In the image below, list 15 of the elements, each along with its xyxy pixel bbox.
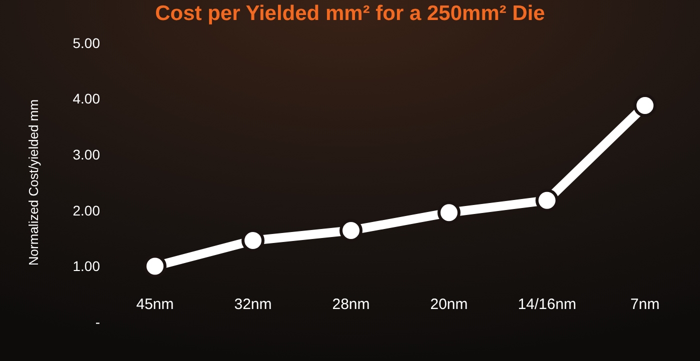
- chart-title: Cost per Yielded mm² for a 250mm² Die: [155, 2, 545, 25]
- point: [634, 94, 656, 117]
- y-tick-label: -: [95, 314, 100, 330]
- x-tick-label: 45nm: [136, 296, 174, 313]
- y-tick-label: 5.00: [72, 34, 100, 51]
- y-tick-label: 3.00: [72, 146, 100, 162]
- y-axis-title: Normalized Cost/yielded mm: [26, 99, 41, 266]
- x-tick-label: 32nm: [234, 296, 272, 313]
- x-tick-label: 20nm: [430, 296, 468, 313]
- x-tick-label: 28nm: [332, 296, 370, 313]
- y-tick-label: 2.00: [72, 202, 100, 218]
- y-tick-label: 1.00: [72, 258, 100, 274]
- x-tick-label: 14/16nm: [518, 296, 576, 313]
- x-tick-label: 7nm: [630, 296, 660, 313]
- y-tick-label: 4.00: [72, 90, 100, 107]
